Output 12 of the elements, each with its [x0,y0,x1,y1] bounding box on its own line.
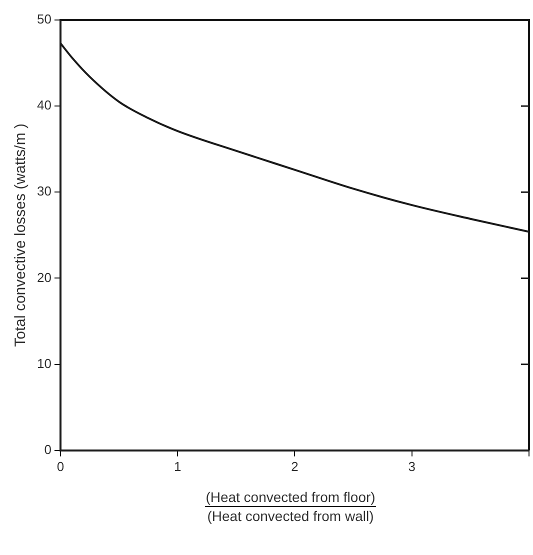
y-tick-label: 40 [36,98,52,113]
y-axis-title: Total convective losses (watts/m ) [12,123,30,347]
x-tick-label: 1 [174,458,182,474]
x-tick-label: 2 [291,458,298,474]
y-tick-label: 0 [44,442,52,457]
x-tick-label: 0 [56,458,64,474]
y-tick-label: 50 [36,12,52,27]
y-tick-label: 10 [36,356,52,371]
y-tick-label: 30 [36,184,52,199]
x-axis-title: (Heat convected from floor) (Heat convected from wall) [204,488,376,525]
y-tick-label: 20 [36,270,52,285]
x-tick-label: 3 [408,458,416,474]
